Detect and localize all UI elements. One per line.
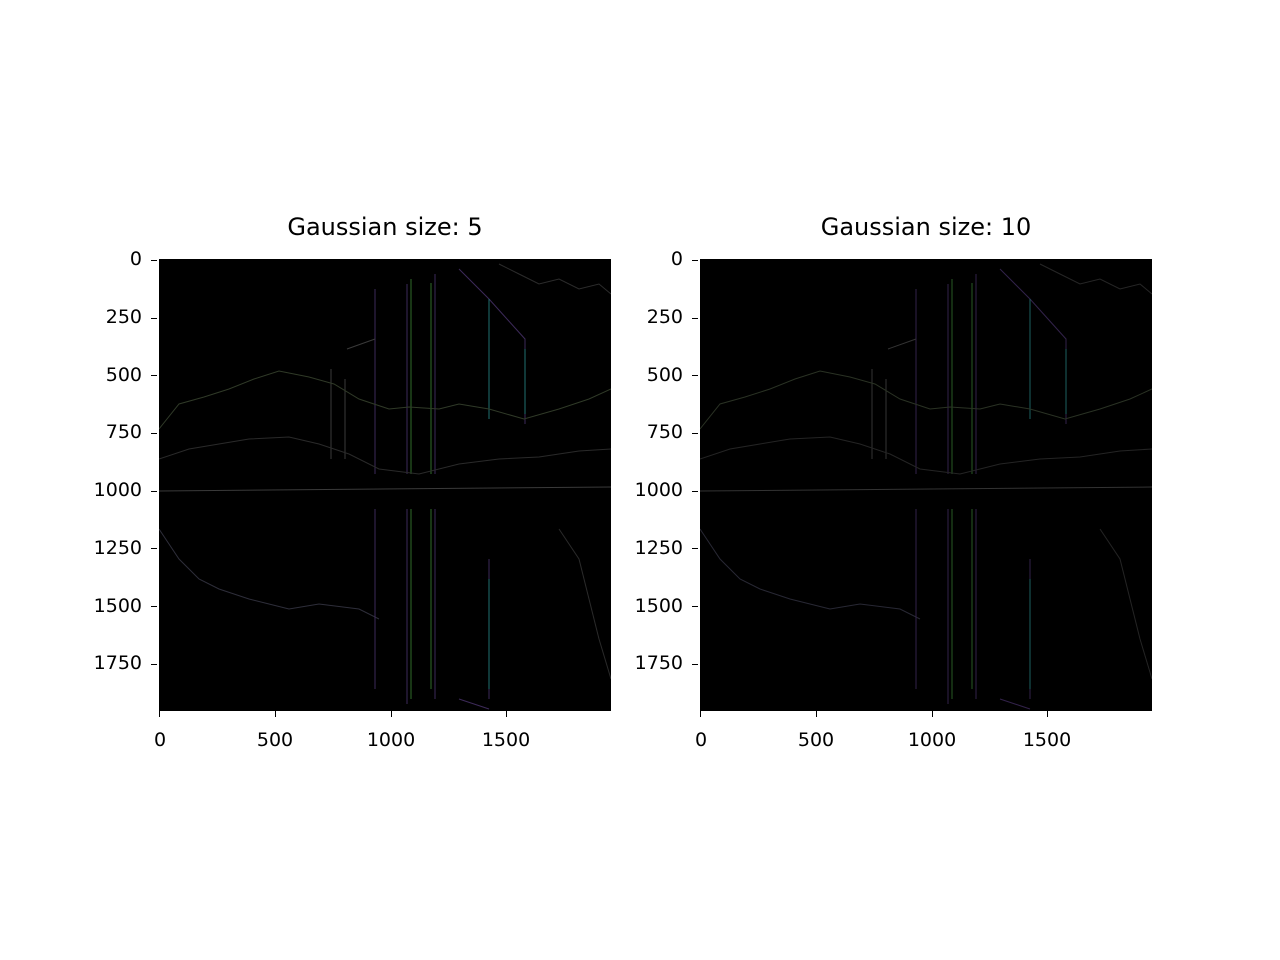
y-tick-label: 1250	[634, 537, 683, 559]
y-tick-label: 250	[646, 306, 683, 328]
y-tick-label: 750	[105, 421, 142, 443]
y-tick-label: 1250	[93, 537, 142, 559]
x-tick-label: 1500	[481, 729, 531, 751]
y-tick-label: 1500	[93, 595, 142, 617]
y-tick-label: 1000	[634, 479, 683, 501]
x-tick-label: 1000	[366, 729, 416, 751]
y-tick-label: 250	[105, 306, 142, 328]
y-tick-label: 1500	[634, 595, 683, 617]
x-tick-label: 1000	[907, 729, 957, 751]
y-tick-label: 750	[646, 421, 683, 443]
y-tick-label: 500	[105, 364, 142, 386]
x-tick-label: 0	[694, 729, 708, 751]
panel-title: Gaussian size: 5	[287, 213, 483, 241]
panel-title: Gaussian size: 10	[820, 213, 1032, 241]
x-tick-label: 1500	[1022, 729, 1072, 751]
x-tick-label: 500	[797, 729, 835, 751]
x-tick-label: 0	[153, 729, 167, 751]
y-tick-label: 1750	[93, 652, 142, 674]
edge-image	[159, 259, 611, 711]
y-tick-label: 1000	[93, 479, 142, 501]
y-tick-label: 0	[670, 248, 683, 270]
edge-image-drawing	[159, 263, 611, 710]
y-tick-label: 1750	[634, 652, 683, 674]
x-tick-label: 500	[256, 729, 294, 751]
edge-image	[700, 259, 1152, 711]
edge-image-drawing	[700, 263, 1152, 710]
y-tick-label: 500	[646, 364, 683, 386]
y-tick-label: 0	[129, 248, 142, 270]
